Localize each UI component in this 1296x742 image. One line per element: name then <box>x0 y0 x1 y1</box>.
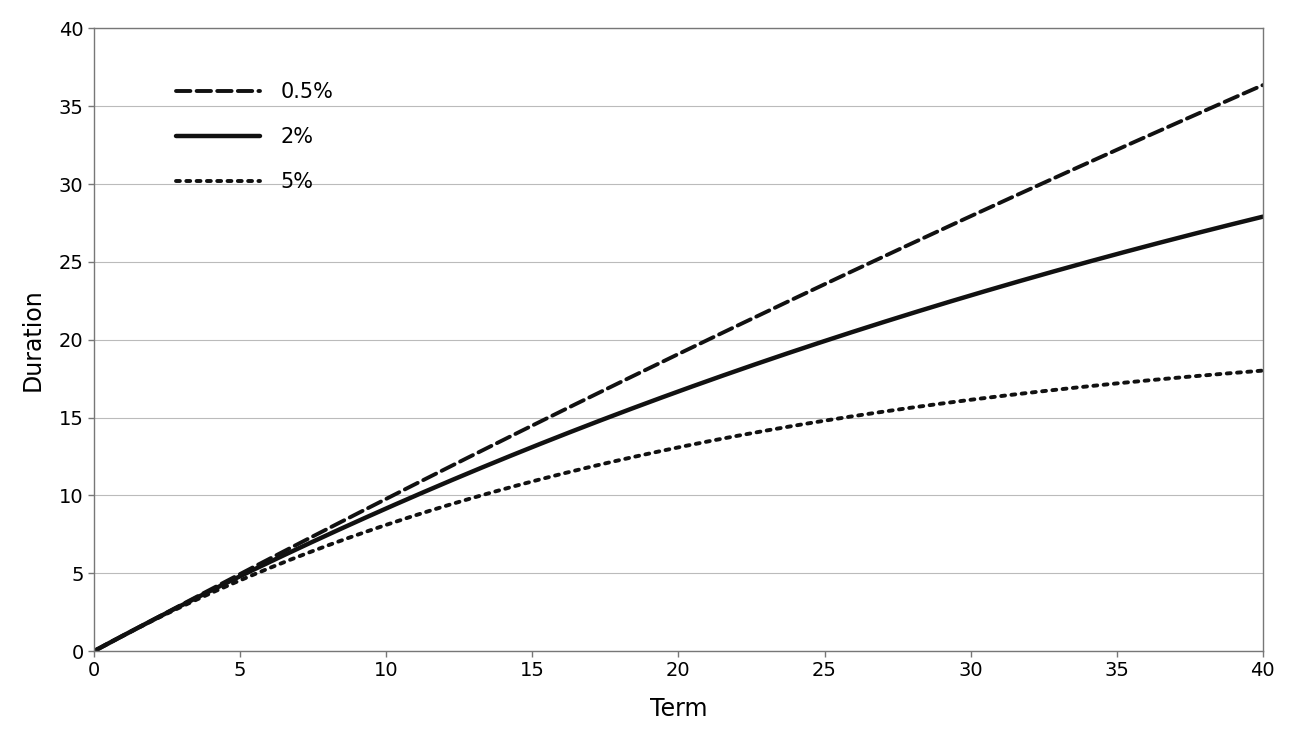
2% <box>796 344 811 352</box>
5% <box>796 420 811 429</box>
2% <box>1255 212 1270 221</box>
0.5% <box>87 646 102 655</box>
Y-axis label: Duration: Duration <box>21 289 45 391</box>
2% <box>973 288 989 297</box>
5% <box>1093 381 1108 390</box>
0.5% <box>973 207 989 216</box>
2% <box>831 332 846 341</box>
5% <box>973 394 989 403</box>
Legend: 0.5%, 2%, 5%: 0.5%, 2%, 5% <box>152 57 358 217</box>
0.5% <box>765 304 780 313</box>
Line: 5%: 5% <box>95 370 1262 651</box>
Line: 0.5%: 0.5% <box>95 85 1262 651</box>
5% <box>87 646 102 655</box>
5% <box>765 425 780 434</box>
5% <box>158 610 174 619</box>
2% <box>765 354 780 363</box>
0.5% <box>1255 81 1270 90</box>
Line: 2%: 2% <box>95 217 1262 651</box>
5% <box>831 414 846 423</box>
5% <box>1255 366 1270 375</box>
X-axis label: Term: Term <box>649 697 708 721</box>
2% <box>87 646 102 655</box>
2% <box>1093 254 1108 263</box>
0.5% <box>796 289 811 298</box>
2% <box>158 609 174 618</box>
0.5% <box>1093 153 1108 162</box>
0.5% <box>158 608 174 617</box>
0.5% <box>831 273 846 282</box>
